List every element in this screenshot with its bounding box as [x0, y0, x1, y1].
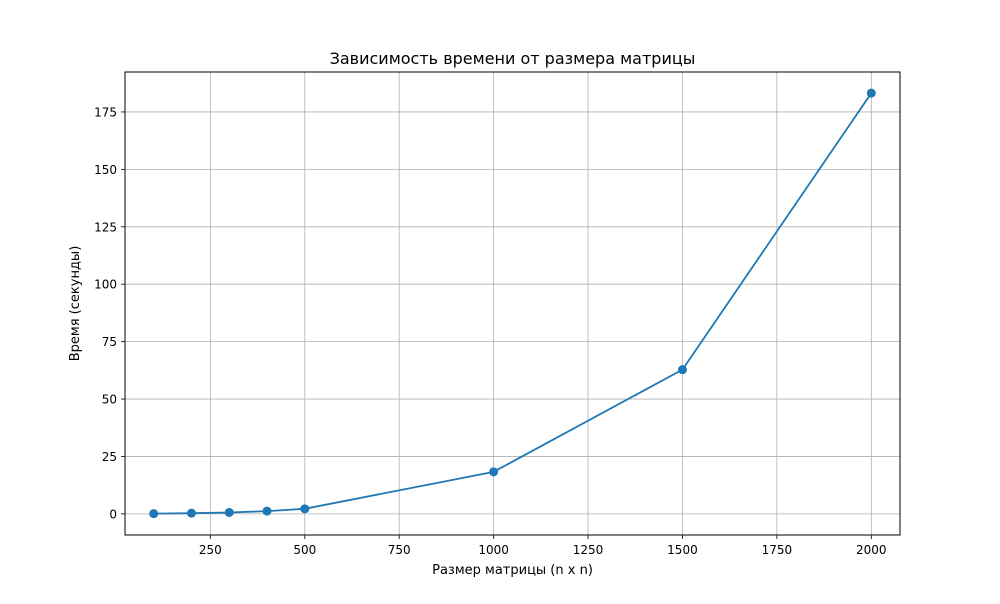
- y-tick-label: 50: [102, 393, 117, 407]
- y-axis-label: Время (секунды): [68, 246, 83, 362]
- y-tick-label: 25: [102, 450, 117, 464]
- y-tick-label: 100: [94, 278, 117, 292]
- x-tick-label: 1750: [762, 543, 793, 557]
- data-point: [300, 504, 310, 514]
- data-point: [489, 467, 499, 477]
- data-point: [866, 88, 876, 98]
- y-tick-label: 150: [94, 163, 117, 177]
- x-tick-label: 1500: [667, 543, 698, 557]
- y-tick-label: 125: [94, 220, 117, 234]
- y-tick-label: 175: [94, 105, 117, 119]
- data-point: [186, 508, 196, 518]
- x-tick-label: 750: [388, 543, 411, 557]
- x-tick-label: 1250: [573, 543, 604, 557]
- x-tick-label: 500: [293, 543, 316, 557]
- series-line: [153, 92, 873, 515]
- y-tick-label: 0: [109, 507, 117, 521]
- data-point: [149, 509, 159, 519]
- data-point: [262, 506, 272, 516]
- x-tick-label: 1000: [478, 543, 509, 557]
- data-point: [224, 507, 234, 517]
- x-tick-label: 2000: [856, 543, 887, 557]
- x-tick-label: 250: [199, 543, 222, 557]
- y-tick-label: 75: [102, 335, 117, 349]
- data-point: [677, 365, 687, 375]
- series-layer: [149, 88, 876, 519]
- ticks-layer: 250 500 750 1000 1250 1500 1750 2000 0 25 50 75 100 1…: [94, 105, 886, 557]
- x-axis-label: Размер матрицы (n x n): [432, 563, 593, 578]
- grid-layer: [125, 72, 900, 535]
- plot-frame: [124, 71, 901, 536]
- chart-title: Зависимость времени от размера матрицы: [330, 49, 696, 68]
